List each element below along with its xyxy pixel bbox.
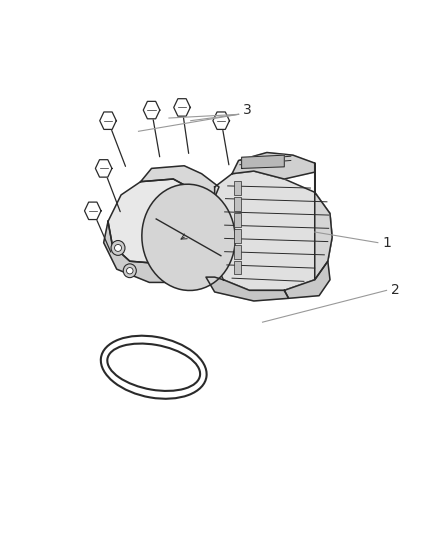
Ellipse shape [115,245,121,252]
Polygon shape [232,152,315,179]
Polygon shape [242,155,284,168]
Polygon shape [234,245,241,259]
Ellipse shape [127,268,133,274]
Polygon shape [95,160,112,177]
Polygon shape [234,181,241,195]
Polygon shape [104,221,223,282]
Polygon shape [108,179,201,264]
Polygon shape [234,213,241,227]
Ellipse shape [101,336,207,399]
Text: 1: 1 [382,236,391,249]
Polygon shape [143,101,160,119]
Polygon shape [141,166,219,198]
Ellipse shape [142,184,235,290]
Ellipse shape [123,264,136,278]
Text: 3: 3 [243,103,252,117]
Polygon shape [100,112,116,130]
Polygon shape [284,261,330,298]
Polygon shape [315,163,332,280]
Polygon shape [206,277,289,301]
Polygon shape [85,202,101,220]
Polygon shape [234,261,241,274]
Text: 2: 2 [391,284,399,297]
Ellipse shape [107,344,200,391]
Polygon shape [234,197,241,211]
Polygon shape [215,171,332,290]
Polygon shape [234,229,241,243]
Polygon shape [213,112,230,130]
Ellipse shape [111,240,125,255]
Polygon shape [174,99,190,116]
